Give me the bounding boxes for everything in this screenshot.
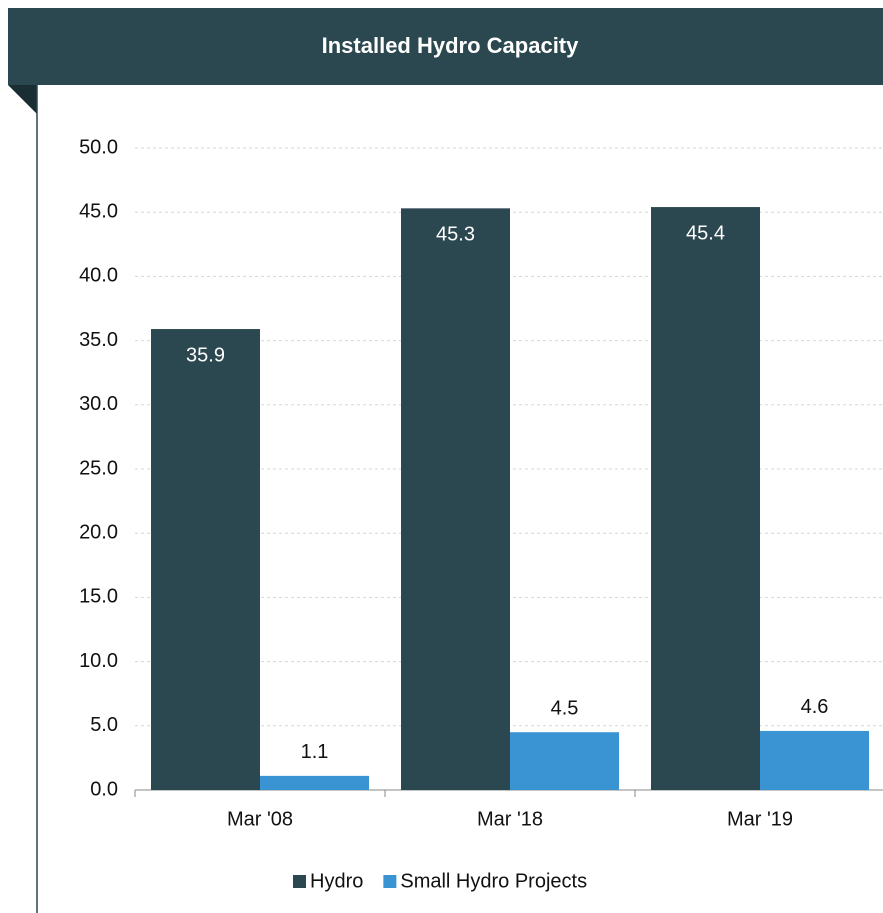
bar xyxy=(401,208,510,790)
data-label: 45.4 xyxy=(686,222,725,244)
y-tick-label: 35.0 xyxy=(79,329,118,351)
data-label: 35.9 xyxy=(186,344,225,366)
bar xyxy=(651,207,760,791)
data-label: 45.3 xyxy=(436,224,475,246)
y-tick-label: 20.0 xyxy=(79,521,118,543)
data-label: 4.6 xyxy=(801,696,829,718)
x-tick-label: Mar '18 xyxy=(477,808,543,830)
legend-label: Small Hydro Projects xyxy=(400,870,587,892)
bar xyxy=(151,329,260,790)
bar xyxy=(760,730,869,790)
bar xyxy=(260,775,369,790)
y-tick-label: 30.0 xyxy=(79,393,118,415)
title-banner xyxy=(8,8,883,85)
y-tick-label: 15.0 xyxy=(79,586,118,608)
chart-title: Installed Hydro Capacity xyxy=(322,33,580,58)
legend-swatch xyxy=(293,875,306,888)
y-tick-label: 25.0 xyxy=(79,457,118,479)
y-tick-label: 50.0 xyxy=(79,136,118,158)
y-tick-label: 45.0 xyxy=(79,200,118,222)
data-label: 1.1 xyxy=(301,741,329,763)
y-tick-label: 0.0 xyxy=(90,778,118,800)
y-tick-label: 10.0 xyxy=(79,650,118,672)
legend-label: Hydro xyxy=(310,870,363,892)
banner-fold xyxy=(8,85,37,114)
x-tick-label: Mar '19 xyxy=(727,808,793,830)
data-label: 4.5 xyxy=(551,698,579,720)
y-tick-label: 40.0 xyxy=(79,265,118,287)
x-tick-label: Mar '08 xyxy=(227,808,293,830)
y-tick-label: 5.0 xyxy=(90,714,118,736)
legend-swatch xyxy=(383,875,397,888)
bar xyxy=(510,732,619,790)
